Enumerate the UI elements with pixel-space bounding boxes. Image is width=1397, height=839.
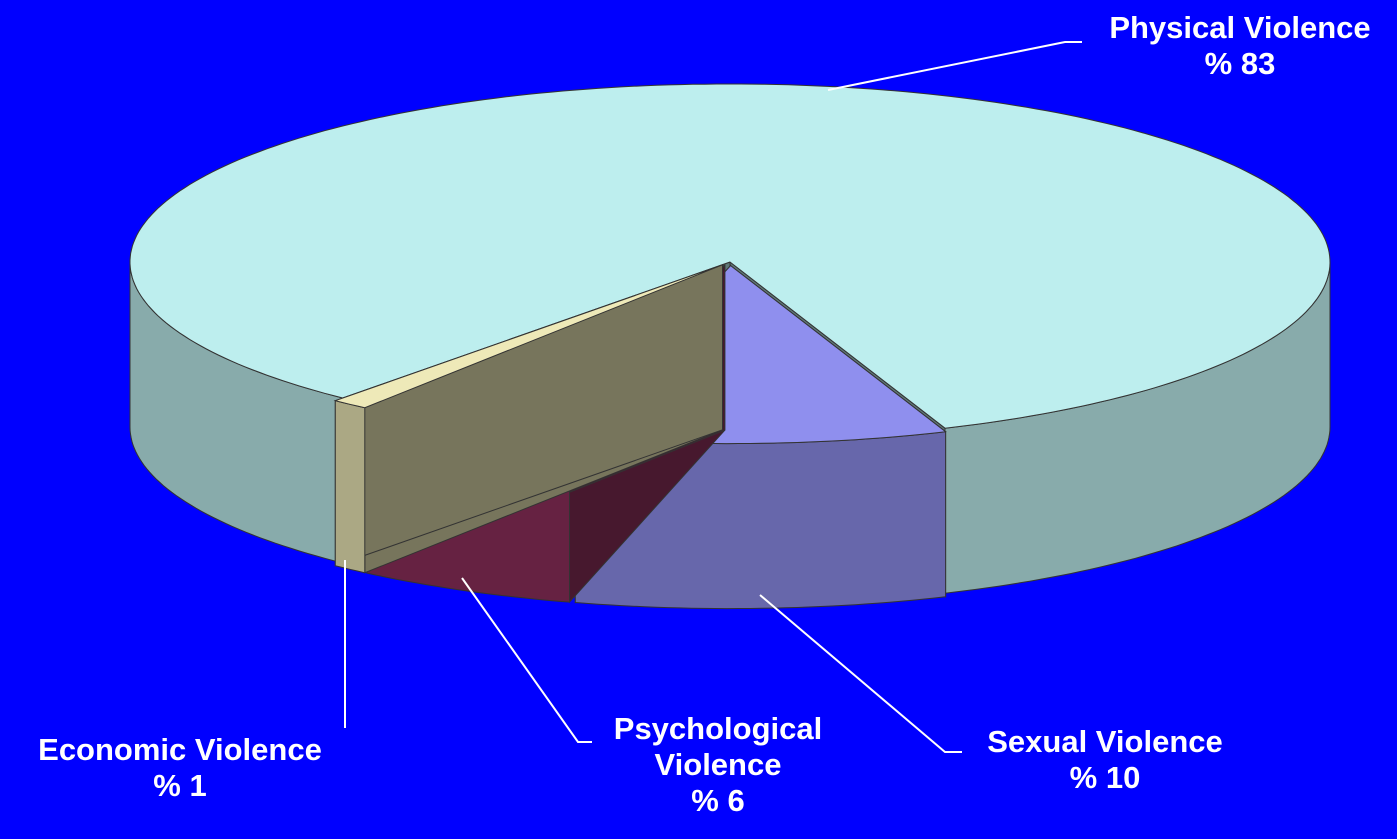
category-label: Sexual Violence <box>987 724 1223 759</box>
slice-side <box>334 400 366 574</box>
category-label: Economic Violence <box>38 732 322 767</box>
leader-lines <box>344 41 1082 753</box>
value-label: % 1 <box>153 768 207 803</box>
slice-label: Psychological Violence % 6 <box>588 711 848 819</box>
leader-line <box>759 594 962 753</box>
leader-line <box>827 41 1082 91</box>
value-label: % 10 <box>1069 760 1141 795</box>
slice-label: Sexual Violence % 10 <box>960 724 1250 796</box>
category-label: Psychological Violence <box>613 711 823 782</box>
value-label: % 6 <box>691 783 745 818</box>
pie <box>129 83 1331 610</box>
slice-label: Physical Violence % 83 <box>1080 10 1397 82</box>
slice-top <box>333 264 723 409</box>
slice-top <box>129 83 1331 429</box>
leader-line <box>461 577 592 743</box>
value-label: % 83 <box>1204 46 1276 81</box>
slice-label: Economic Violence % 1 <box>0 732 360 804</box>
category-label: Physical Violence <box>1109 10 1371 45</box>
